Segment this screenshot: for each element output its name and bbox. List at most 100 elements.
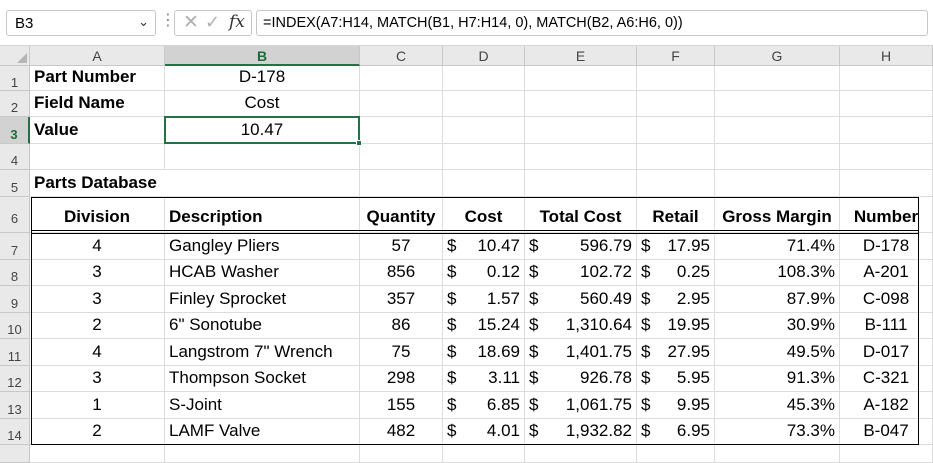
table-header-total-cost[interactable]: Total Cost: [525, 197, 637, 233]
row-header-2[interactable]: 2: [0, 91, 30, 117]
empty-cell[interactable]: [30, 445, 165, 463]
table-cell-total-cost[interactable]: $926.78: [525, 366, 637, 392]
column-header-a[interactable]: A: [30, 46, 165, 66]
empty-cell[interactable]: [443, 91, 525, 117]
enter-icon[interactable]: ✓: [205, 12, 221, 32]
table-cell-quantity[interactable]: 75: [360, 339, 443, 366]
table-cell-description[interactable]: Finley Sprocket: [165, 286, 360, 313]
row-header-4[interactable]: 4: [0, 144, 30, 170]
table-cell-division[interactable]: 2: [30, 313, 165, 339]
empty-cell[interactable]: [443, 170, 525, 197]
table-header-division[interactable]: Division: [30, 197, 165, 233]
empty-cell[interactable]: [165, 144, 360, 170]
table-cell-quantity[interactable]: 856: [360, 260, 443, 286]
table-cell-number[interactable]: A-182: [840, 392, 933, 419]
row-header-13[interactable]: 13: [0, 392, 30, 419]
empty-cell[interactable]: [840, 66, 933, 91]
empty-cell[interactable]: [637, 144, 715, 170]
empty-cell[interactable]: [715, 91, 840, 117]
table-cell-division[interactable]: 1: [30, 392, 165, 419]
table-cell-cost[interactable]: $4.01: [443, 419, 525, 445]
table-cell-total-cost[interactable]: $1,932.82: [525, 419, 637, 445]
table-cell-quantity[interactable]: 86: [360, 313, 443, 339]
empty-cell[interactable]: [840, 91, 933, 117]
empty-cell[interactable]: [360, 91, 443, 117]
table-cell-retail[interactable]: $0.25: [637, 260, 715, 286]
table-cell-number[interactable]: B-111: [840, 313, 933, 339]
table-cell-total-cost[interactable]: $102.72: [525, 260, 637, 286]
column-header-d[interactable]: D: [443, 46, 525, 66]
table-header-cost[interactable]: Cost: [443, 197, 525, 233]
column-header-g[interactable]: G: [715, 46, 840, 66]
row-header-11[interactable]: 11: [0, 339, 30, 366]
table-cell-quantity[interactable]: 298: [360, 366, 443, 392]
table-cell-description[interactable]: S-Joint: [165, 392, 360, 419]
empty-cell[interactable]: [840, 170, 933, 197]
table-cell-total-cost[interactable]: $1,310.64: [525, 313, 637, 339]
table-cell-quantity[interactable]: 155: [360, 392, 443, 419]
row-header-14[interactable]: 14: [0, 419, 30, 445]
table-cell-description[interactable]: Langstrom 7" Wrench: [165, 339, 360, 366]
table-cell-description[interactable]: Gangley Pliers: [165, 233, 360, 260]
row-header-8[interactable]: 8: [0, 260, 30, 286]
empty-cell[interactable]: [525, 117, 637, 144]
row-header-partial[interactable]: [0, 445, 30, 463]
table-cell-number[interactable]: D-178: [840, 233, 933, 260]
table-cell-description[interactable]: Thompson Socket: [165, 366, 360, 392]
table-cell-total-cost[interactable]: $596.79: [525, 233, 637, 260]
empty-cell[interactable]: [715, 66, 840, 91]
table-cell-number[interactable]: A-201: [840, 260, 933, 286]
table-header-number[interactable]: Number: [840, 197, 933, 233]
table-cell-division[interactable]: 3: [30, 366, 165, 392]
table-cell-division[interactable]: 4: [30, 233, 165, 260]
column-header-h[interactable]: H: [840, 46, 933, 66]
table-cell-total-cost[interactable]: $1,401.75: [525, 339, 637, 366]
empty-cell[interactable]: [525, 144, 637, 170]
empty-cell[interactable]: [637, 117, 715, 144]
table-cell-retail[interactable]: $6.95: [637, 419, 715, 445]
empty-cell[interactable]: [840, 117, 933, 144]
table-cell-retail[interactable]: $27.95: [637, 339, 715, 366]
table-cell-retail[interactable]: $19.95: [637, 313, 715, 339]
empty-cell[interactable]: [30, 144, 165, 170]
column-header-c[interactable]: C: [360, 46, 443, 66]
empty-cell[interactable]: [360, 117, 443, 144]
table-cell-retail[interactable]: $2.95: [637, 286, 715, 313]
table-header-retail[interactable]: Retail: [637, 197, 715, 233]
empty-cell[interactable]: [360, 144, 443, 170]
formula-input[interactable]: =INDEX(A7:H14, MATCH(B1, H7:H14, 0), MAT…: [256, 10, 928, 36]
empty-cell[interactable]: [637, 91, 715, 117]
table-cell-cost[interactable]: $0.12: [443, 260, 525, 286]
select-all-corner[interactable]: [0, 46, 30, 66]
empty-cell[interactable]: [637, 445, 715, 463]
empty-cell[interactable]: [715, 144, 840, 170]
row-header-12[interactable]: 12: [0, 366, 30, 392]
table-cell-quantity[interactable]: 482: [360, 419, 443, 445]
insert-function-icon[interactable]: fx: [229, 12, 245, 32]
table-cell-quantity[interactable]: 357: [360, 286, 443, 313]
cancel-icon[interactable]: ✕: [183, 12, 199, 33]
table-cell-gross-margin[interactable]: 91.3%: [715, 366, 840, 392]
table-cell-total-cost[interactable]: $560.49: [525, 286, 637, 313]
empty-cell[interactable]: [840, 144, 933, 170]
empty-cell[interactable]: [360, 445, 443, 463]
empty-cell[interactable]: [165, 445, 360, 463]
table-cell-gross-margin[interactable]: 108.3%: [715, 260, 840, 286]
table-cell-number[interactable]: C-098: [840, 286, 933, 313]
table-cell-division[interactable]: 3: [30, 286, 165, 313]
database-title[interactable]: Parts Database: [30, 170, 165, 197]
empty-cell[interactable]: [525, 445, 637, 463]
part-number-value[interactable]: D-178: [165, 66, 360, 91]
empty-cell[interactable]: [637, 66, 715, 91]
table-cell-gross-margin[interactable]: 45.3%: [715, 392, 840, 419]
table-cell-description[interactable]: 6" Sonotube: [165, 313, 360, 339]
table-cell-cost[interactable]: $1.57: [443, 286, 525, 313]
row-header-6[interactable]: 6: [0, 197, 30, 233]
row-header-9[interactable]: 9: [0, 286, 30, 313]
empty-cell[interactable]: [715, 445, 840, 463]
row-header-10[interactable]: 10: [0, 313, 30, 339]
empty-cell[interactable]: [637, 170, 715, 197]
table-cell-quantity[interactable]: 57: [360, 233, 443, 260]
table-cell-retail[interactable]: $5.95: [637, 366, 715, 392]
table-cell-number[interactable]: D-017: [840, 339, 933, 366]
